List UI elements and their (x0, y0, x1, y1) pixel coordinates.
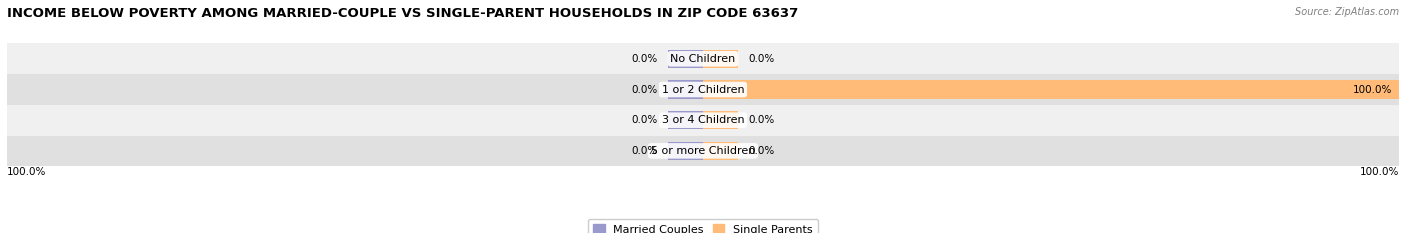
Bar (703, 50, 738, 68)
Text: 0.0%: 0.0% (631, 146, 658, 156)
Legend: Married Couples, Single Parents: Married Couples, Single Parents (588, 219, 818, 233)
Text: 3 or 4 Children: 3 or 4 Children (662, 115, 744, 125)
Text: Source: ZipAtlas.com: Source: ZipAtlas.com (1295, 7, 1399, 17)
Bar (7, 74, 1399, 105)
Text: No Children: No Children (671, 54, 735, 64)
Text: 0.0%: 0.0% (748, 54, 775, 64)
Bar (668, 50, 703, 68)
Text: 1 or 2 Children: 1 or 2 Children (662, 85, 744, 95)
Bar (703, 111, 738, 129)
Bar (703, 80, 1399, 99)
Text: 100.0%: 100.0% (1353, 85, 1392, 95)
Text: 100.0%: 100.0% (1360, 167, 1399, 177)
Text: 0.0%: 0.0% (631, 54, 658, 64)
Text: 0.0%: 0.0% (631, 115, 658, 125)
Bar (7, 105, 1399, 136)
Bar (668, 80, 703, 99)
Text: 100.0%: 100.0% (7, 167, 46, 177)
Text: INCOME BELOW POVERTY AMONG MARRIED-COUPLE VS SINGLE-PARENT HOUSEHOLDS IN ZIP COD: INCOME BELOW POVERTY AMONG MARRIED-COUPL… (7, 7, 799, 20)
Bar (668, 142, 703, 160)
Text: 0.0%: 0.0% (631, 85, 658, 95)
Text: 0.0%: 0.0% (748, 146, 775, 156)
Bar (7, 136, 1399, 166)
Bar (668, 111, 703, 129)
Text: 0.0%: 0.0% (748, 115, 775, 125)
Bar (7, 44, 1399, 74)
Text: 5 or more Children: 5 or more Children (651, 146, 755, 156)
Bar (703, 142, 738, 160)
